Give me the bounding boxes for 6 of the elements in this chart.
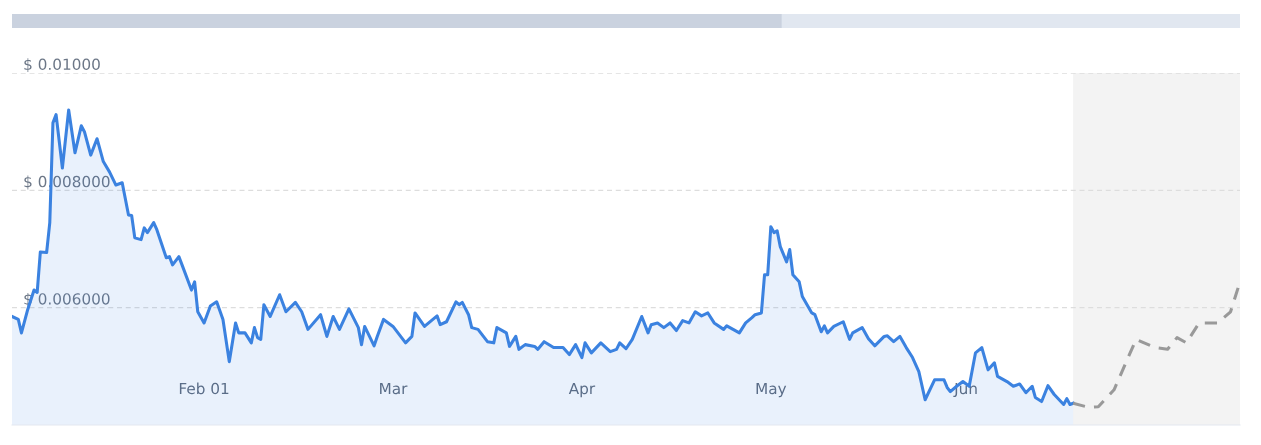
x-tick-label: May: [756, 382, 787, 398]
x-tick-label: Feb 01: [179, 382, 229, 395]
y-tick-label: $ 0.01000: [24, 58, 100, 73]
x-tick-label: Mar: [380, 382, 408, 395]
x-tick-label: Apr: [568, 382, 596, 398]
x-tick-label: Jun: [953, 382, 977, 398]
